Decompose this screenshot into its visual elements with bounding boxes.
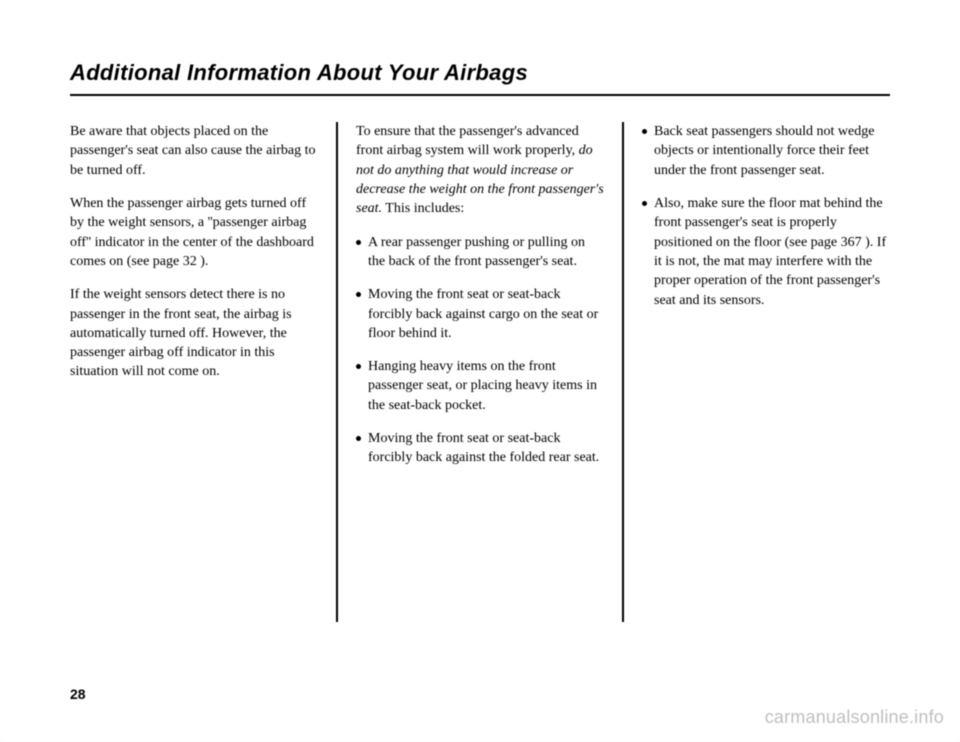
manual-page: Additional Information About Your Airbag… xyxy=(0,0,960,742)
watermark: carmanualsonline.info xyxy=(765,707,944,728)
col2-intro-a: To ensure that the passenger's advanced … xyxy=(356,124,579,158)
col2-bullets: A rear passenger pushing or pulling on t… xyxy=(356,233,604,468)
col3-bullet-2: Also, make sure the floor mat behind the… xyxy=(642,194,890,310)
col1-para1: Be aware that objects placed on the pass… xyxy=(70,122,318,180)
title-rule xyxy=(70,94,890,96)
col3-bullets: Back seat passengers should not wedge ob… xyxy=(642,122,890,310)
page-title: Additional Information About Your Airbag… xyxy=(70,60,890,86)
content-columns: Be aware that objects placed on the pass… xyxy=(70,122,890,622)
col2-bullet-2: Moving the front seat or seat-back forci… xyxy=(356,285,604,343)
column-2: To ensure that the passenger's advanced … xyxy=(338,122,624,622)
col2-bullet-3: Hanging heavy items on the front passeng… xyxy=(356,357,604,415)
page-number: 28 xyxy=(70,686,86,702)
col2-intro: To ensure that the passenger's advanced … xyxy=(356,122,604,219)
col1-para2: When the passenger airbag gets turned of… xyxy=(70,194,318,271)
col2-bullet-1: A rear passenger pushing or pulling on t… xyxy=(356,233,604,272)
column-1: Be aware that objects placed on the pass… xyxy=(70,122,338,622)
col1-para3: If the weight sensors detect there is no… xyxy=(70,285,318,382)
column-3: Back seat passengers should not wedge ob… xyxy=(624,122,890,622)
col3-bullet-1: Back seat passengers should not wedge ob… xyxy=(642,122,890,180)
col2-intro-c: This includes: xyxy=(382,201,464,216)
col2-bullet-4: Moving the front seat or seat-back forci… xyxy=(356,429,604,468)
